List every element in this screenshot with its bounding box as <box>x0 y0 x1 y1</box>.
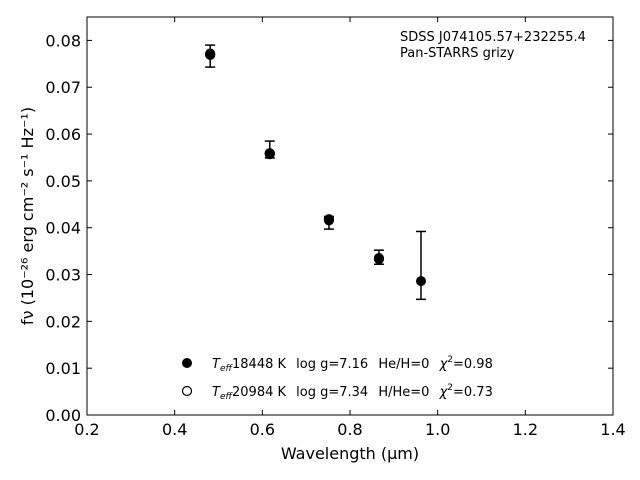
x-tick-label: 1.4 <box>600 420 625 439</box>
x-tick-label: 1.0 <box>425 420 450 439</box>
x-axis-label: Wavelength (μm) <box>281 444 419 463</box>
y-tick-label: 0.03 <box>45 266 81 285</box>
legend-entry-2: Teff20984 K log g=7.34 H/He=0 χ2=0.73 <box>212 383 493 402</box>
model-point-open <box>373 253 385 265</box>
legend-entry-1: Teff18448 K log g=7.16 He/H=0 χ2=0.98 <box>212 355 493 374</box>
y-tick-label: 0.02 <box>45 312 81 331</box>
y-tick-label: 0.04 <box>45 219 81 238</box>
annotation-line-2: Pan-STARRS grizy <box>400 46 515 61</box>
model-points <box>205 48 385 265</box>
y-tick-label: 0.05 <box>45 172 81 191</box>
legend-marker-filled <box>182 358 192 368</box>
model-point-open <box>323 215 335 226</box>
observed-point <box>416 276 427 287</box>
observed-photometry <box>205 44 427 301</box>
y-tick-label: 0.01 <box>45 359 81 378</box>
y-tick-label: 0.07 <box>45 78 81 97</box>
x-tick-label: 1.2 <box>513 420 538 439</box>
x-tick-label: 0.6 <box>250 420 275 439</box>
model-point-open <box>264 148 275 159</box>
legend: Teff18448 K log g=7.16 He/H=0 χ2=0.98 Te… <box>181 355 493 402</box>
x-tick-label: 0.8 <box>337 420 362 439</box>
plot-frame <box>86 16 614 416</box>
y-axis-label: fν (10⁻²⁶ erg cm⁻² s⁻¹ Hz⁻¹) <box>18 107 37 325</box>
y-tick-label: 0.08 <box>45 31 81 50</box>
legend-marker-open <box>181 385 193 397</box>
x-axis-ticks: 0.2 0.4 0.6 0.8 1.0 1.2 1.4 <box>74 17 626 439</box>
x-tick-label: 0.4 <box>162 420 187 439</box>
y-tick-label: 0.06 <box>45 125 81 144</box>
y-tick-label: 0.00 <box>45 406 81 425</box>
annotation-line-1: SDSS J074105.57+232255.4 <box>400 30 586 45</box>
x-tick-label: 0.2 <box>74 420 99 439</box>
y-axis-ticks: 0.00 0.01 0.02 0.03 0.04 0.05 0.06 0.07 0.08 <box>45 31 613 425</box>
model-point-open <box>205 48 216 60</box>
